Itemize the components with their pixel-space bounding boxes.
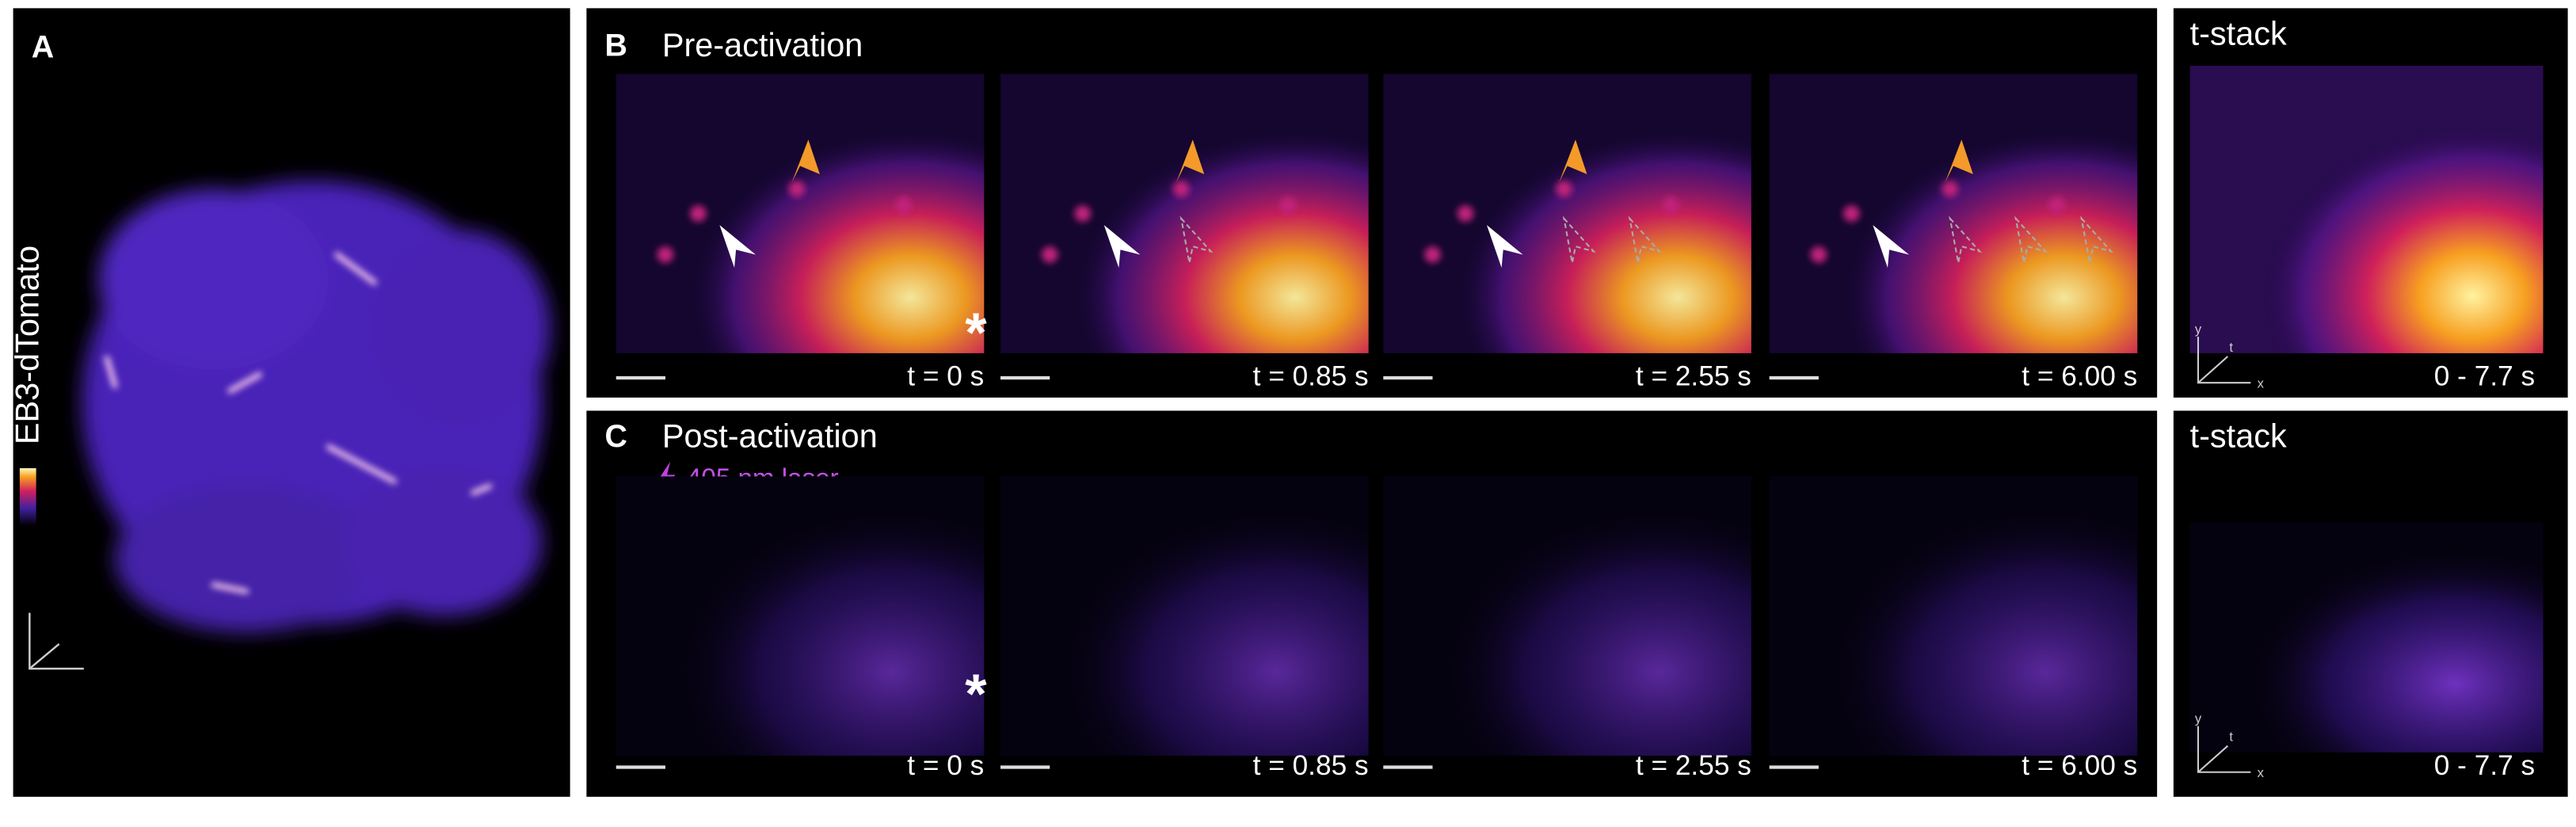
spot bbox=[1662, 196, 1679, 214]
panel-title: Pre-activation bbox=[662, 26, 863, 63]
axis-t: t bbox=[2229, 730, 2233, 745]
spot bbox=[1457, 205, 1474, 222]
axis-x: x bbox=[2258, 376, 2265, 391]
arrow-ghost bbox=[1179, 215, 1214, 264]
streaks bbox=[104, 252, 493, 594]
arrow-orange bbox=[1559, 139, 1587, 183]
arrow-white bbox=[1873, 225, 1909, 269]
tstack-title: t-stack bbox=[2190, 15, 2287, 52]
arrow-ghost bbox=[2080, 215, 2114, 264]
panel-title: Post-activation bbox=[662, 417, 878, 455]
spot bbox=[1424, 246, 1441, 263]
frame-signal bbox=[1000, 74, 1369, 353]
frame-signal bbox=[1769, 476, 2138, 756]
frame-signal bbox=[1383, 74, 1751, 353]
frame-signal bbox=[615, 476, 985, 756]
arrow-ghost bbox=[1949, 215, 1983, 264]
spot bbox=[1810, 246, 1827, 263]
arrow-white bbox=[1486, 225, 1523, 269]
spot bbox=[895, 196, 913, 214]
time-label: t = 6.00 s bbox=[2022, 750, 2137, 781]
axis-glyph bbox=[2197, 726, 2251, 773]
time-label: t = 0 s bbox=[907, 360, 984, 391]
arrow-orange bbox=[1945, 139, 1973, 183]
axis-y: y bbox=[2195, 711, 2202, 726]
spot bbox=[1843, 205, 1860, 222]
embryo bbox=[82, 181, 551, 633]
spot bbox=[1556, 181, 1572, 197]
arrow-orange bbox=[1176, 139, 1205, 183]
spot bbox=[1279, 196, 1297, 214]
time-label: t = 0.85 s bbox=[1253, 750, 1369, 781]
tstack-signal bbox=[2189, 522, 2544, 753]
panel-label: A bbox=[32, 30, 54, 65]
axis-y: y bbox=[2195, 322, 2202, 337]
asterisk: * bbox=[965, 662, 987, 725]
tstack-title: t-stack bbox=[2190, 417, 2287, 455]
spot bbox=[788, 181, 806, 197]
frame-signal bbox=[1000, 476, 1369, 756]
panel-label: C bbox=[605, 419, 627, 454]
time-label: t = 0.85 s bbox=[1253, 360, 1369, 391]
time-label: t = 2.55 s bbox=[1636, 750, 1751, 781]
axis-glyph bbox=[2197, 337, 2251, 384]
asterisk: * bbox=[965, 301, 987, 364]
spot bbox=[1172, 181, 1190, 197]
frame-signal bbox=[615, 74, 985, 353]
arrow-ghost bbox=[1562, 215, 1596, 264]
spot bbox=[1942, 181, 1959, 197]
spot bbox=[690, 205, 707, 222]
frame-signal bbox=[1383, 476, 1751, 756]
marker-label: EB3-dTomato bbox=[8, 246, 45, 444]
spot bbox=[2048, 196, 2065, 214]
spot bbox=[1041, 246, 1058, 263]
arrow-white bbox=[1103, 225, 1141, 269]
arrow-ghost bbox=[2014, 215, 2048, 264]
tstack-signal bbox=[2189, 65, 2544, 353]
arrow-orange bbox=[791, 139, 820, 183]
axis-t: t bbox=[2229, 340, 2233, 355]
time-label: t = 2.55 s bbox=[1636, 360, 1751, 391]
arrow-ghost bbox=[1628, 215, 1662, 264]
spot bbox=[1074, 205, 1092, 222]
colorbar bbox=[19, 468, 36, 526]
spot bbox=[657, 246, 674, 263]
panel-label: B bbox=[605, 29, 627, 63]
frame-signal bbox=[1769, 74, 2138, 353]
tstack-range: 0 - 7.7 s bbox=[2434, 750, 2535, 781]
tstack-range: 0 - 7.7 s bbox=[2434, 360, 2535, 391]
axis-x: x bbox=[2258, 765, 2265, 780]
axis-glyph bbox=[29, 612, 84, 670]
time-label: t = 0 s bbox=[907, 750, 984, 781]
arrow-white bbox=[719, 225, 756, 269]
time-label: t = 6.00 s bbox=[2022, 360, 2137, 391]
